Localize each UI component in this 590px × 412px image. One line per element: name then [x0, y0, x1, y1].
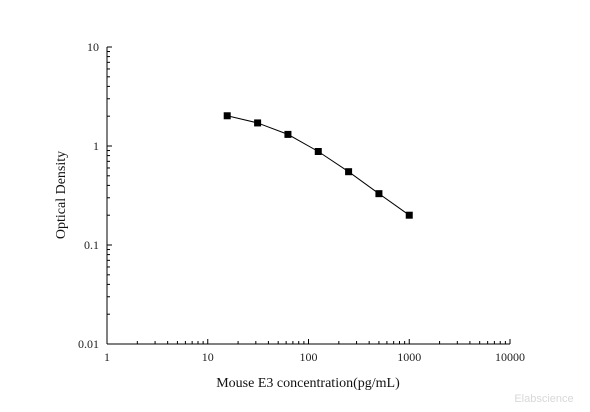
y-tick-label: 0.1	[84, 238, 99, 252]
y-axis-ticks: 0.01 0.1 1 10	[78, 40, 112, 351]
x-tick-label: 10000	[495, 350, 525, 364]
y-tick-label: 0.01	[78, 337, 99, 351]
y-tick-label: 1	[93, 139, 99, 153]
x-axis-title: Mouse E3 concentration(pg/mL)	[216, 376, 400, 391]
data-point-marker	[375, 190, 383, 198]
x-tick-label: 1000	[397, 350, 421, 364]
data-point-marker	[345, 168, 353, 176]
data-point-marker	[223, 112, 231, 120]
x-tick-label: 100	[300, 350, 318, 364]
data-point-marker	[254, 119, 262, 127]
watermark-text: Elabscience	[514, 393, 573, 405]
data-point-marker	[284, 130, 292, 138]
x-tick-label: 1	[104, 350, 110, 364]
data-point-marker	[314, 147, 322, 155]
data-point-marker	[405, 211, 413, 219]
series-layer	[223, 112, 413, 219]
x-axis-ticks: 1 10 100 1000 10000	[104, 339, 525, 364]
x-tick-label: 10	[202, 350, 214, 364]
series-line	[227, 115, 410, 216]
y-tick-label: 10	[87, 40, 99, 54]
axes-frame	[106, 47, 510, 345]
y-axis-title: Optical Density	[54, 151, 69, 239]
